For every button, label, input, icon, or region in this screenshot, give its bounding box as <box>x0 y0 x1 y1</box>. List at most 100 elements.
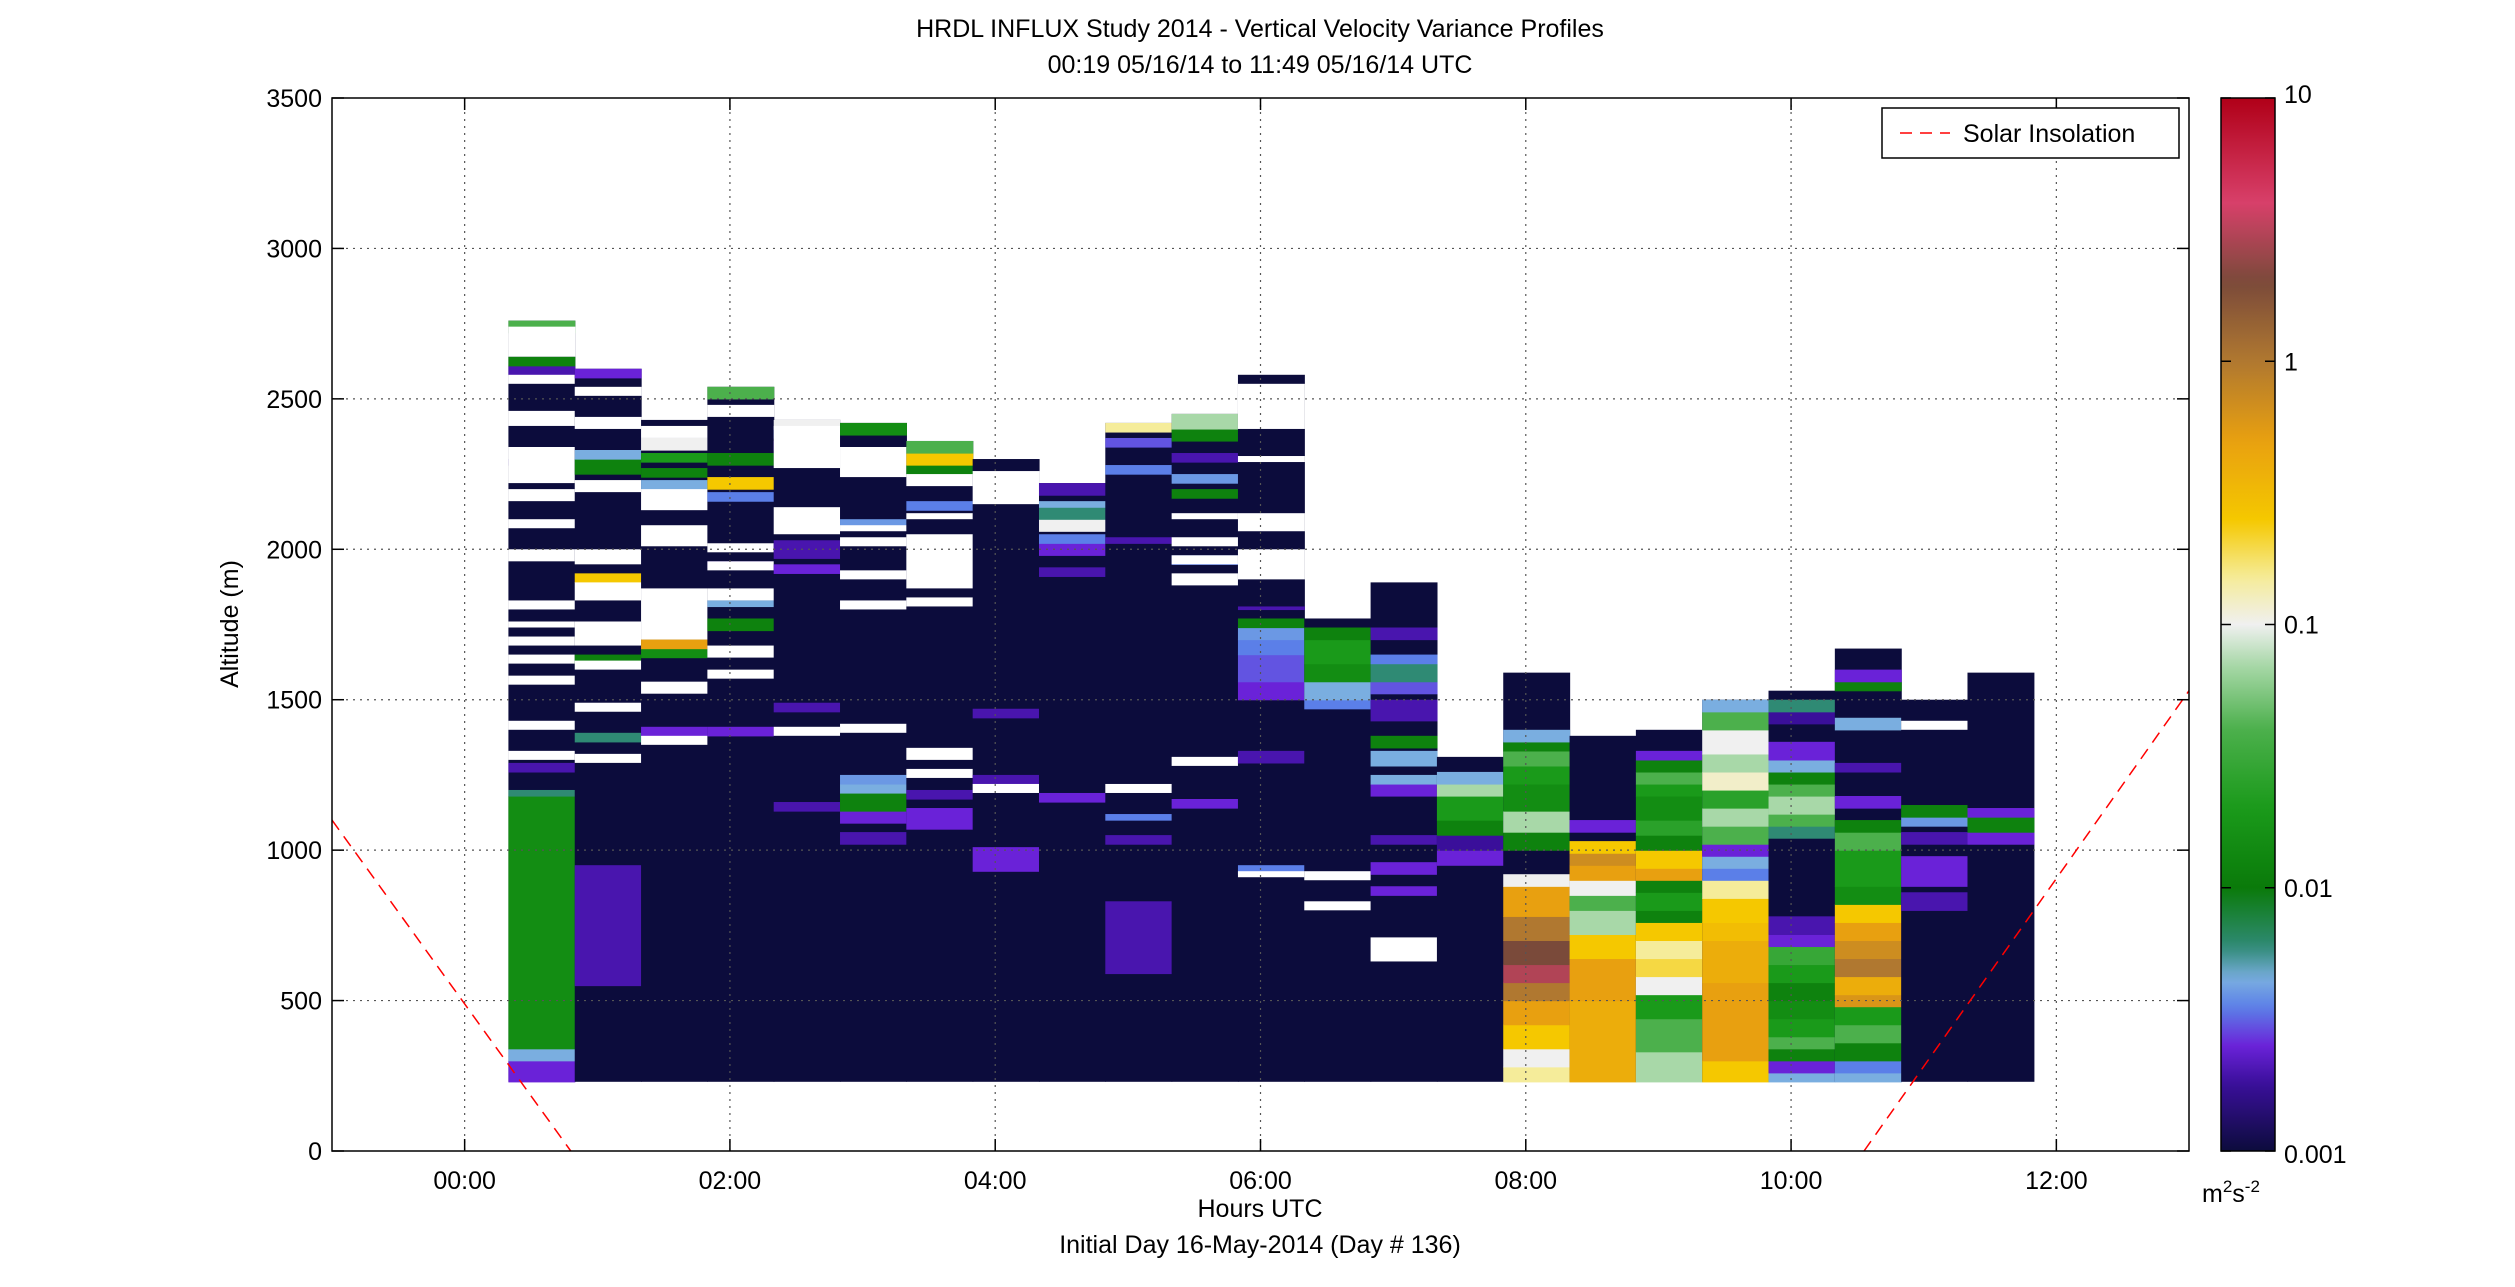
heatmap-cell <box>1635 940 1703 960</box>
heatmap-cell <box>773 540 841 559</box>
heatmap-cell <box>1569 958 1637 1002</box>
heatmap-gap <box>840 537 907 547</box>
heatmap-cell <box>1768 795 1836 815</box>
heatmap-cell <box>1702 880 1770 899</box>
heatmap-cell <box>1503 1024 1571 1050</box>
y-tick-label: 0 <box>308 1138 322 1166</box>
y-tick-label: 2500 <box>266 386 322 414</box>
heatmap-gap <box>574 386 642 396</box>
heatmap-cell <box>1105 814 1173 821</box>
heatmap-cell <box>1834 669 1902 683</box>
heatmap-cell <box>1569 1000 1637 1083</box>
heatmap-gap <box>508 621 576 628</box>
heatmap-cell <box>1834 1060 1902 1074</box>
heatmap-gap <box>641 425 708 438</box>
heatmap-cell <box>906 501 974 511</box>
heatmap-cell <box>1503 750 1571 767</box>
heatmap-cell <box>906 789 974 800</box>
heatmap-cell <box>1569 820 1637 833</box>
heatmap-cell <box>1834 1024 1902 1044</box>
heatmap-cell <box>773 802 841 812</box>
heatmap-column-7 <box>972 459 1040 1082</box>
legend: Solar Insolation <box>1881 107 2180 159</box>
heatmap-cell <box>1569 934 1637 960</box>
heatmap-cell <box>1901 832 1969 845</box>
heatmap-gap <box>1171 555 1239 565</box>
heatmap-cell <box>707 726 775 737</box>
heatmap-cell <box>1171 453 1239 463</box>
heatmap-column-21 <box>1901 699 1969 1082</box>
heatmap-gap <box>508 720 576 730</box>
heatmap-gap <box>840 723 907 733</box>
y-axis: 0 500 1000 1500 2000 2500 3000 3500 <box>266 85 2189 1166</box>
heatmap-cell <box>972 708 1040 719</box>
heatmap-cell <box>1370 699 1438 722</box>
heatmap-cell <box>641 648 708 659</box>
heatmap-cell <box>1105 465 1173 475</box>
heatmap-gap <box>1304 901 1372 911</box>
heatmap-cell <box>1768 916 1836 935</box>
heatmap-cell <box>1901 856 1969 887</box>
heatmap-cell <box>1635 976 1703 996</box>
heatmap-cell <box>1038 567 1106 577</box>
chart-subtitle: 00:19 05/16/14 to 11:49 05/16/14 UTC <box>1048 51 1473 79</box>
heatmap-cell <box>641 726 708 737</box>
heatmap-cell <box>1304 699 1372 710</box>
heatmap-cell <box>1834 1072 1902 1083</box>
heatmap-cell <box>1304 663 1372 683</box>
heatmap-gap <box>508 519 576 529</box>
heatmap-column-5 <box>840 422 907 1082</box>
heatmap-cell <box>1171 474 1239 484</box>
heatmap-gap <box>508 374 576 384</box>
heatmap-gap <box>508 446 576 484</box>
heatmap-cell <box>707 477 775 490</box>
heatmap-gap <box>1237 513 1305 532</box>
heatmap-gap <box>840 525 907 532</box>
heatmap-cell <box>1768 1048 1836 1062</box>
y-tick-label: 1000 <box>266 837 322 865</box>
x-axis-label: Hours UTC <box>1197 1195 1322 1223</box>
heatmap-cell <box>972 847 1040 872</box>
heatmap-cell <box>1702 940 1770 984</box>
heatmap-gap <box>508 600 576 610</box>
colorbar-tick-label: 0.001 <box>2284 1141 2347 1169</box>
heatmap-gap <box>707 588 775 601</box>
heatmap-cell <box>508 1060 576 1083</box>
heatmap-gap <box>641 525 708 547</box>
heatmap-cell <box>574 865 642 987</box>
heatmap-cell <box>1304 627 1372 641</box>
heatmap-cell <box>1768 1036 1836 1050</box>
heatmap-cell <box>1038 543 1106 556</box>
y-tick-label: 2000 <box>266 536 322 564</box>
heatmap-gap <box>574 549 642 565</box>
heatmap-cell <box>1834 681 1902 692</box>
heatmap-gap <box>773 726 841 736</box>
heatmap-cell <box>906 453 974 466</box>
heatmap-cell <box>1237 865 1305 875</box>
heatmap-cell <box>1038 507 1106 520</box>
heatmap-cell <box>1834 994 1902 1008</box>
heatmap-cell <box>1702 711 1770 731</box>
heatmap-gap <box>508 675 576 685</box>
heatmap-gap <box>508 326 576 357</box>
colorbar-tick-label: 1 <box>2284 348 2298 376</box>
heatmap-cell <box>1436 783 1504 797</box>
x-tick-label: 04:00 <box>964 1167 1027 1195</box>
heatmap-cell <box>840 832 907 845</box>
heatmap-cell <box>1171 489 1239 499</box>
heatmap-cell <box>1370 835 1438 845</box>
x-axis: 00:00 02:00 04:00 06:00 08:00 10:00 12:00 <box>433 98 2088 1195</box>
heatmap-cell <box>1768 771 1836 785</box>
heatmap-cell <box>773 702 841 713</box>
heatmap-cell <box>707 618 775 632</box>
heatmap-cell <box>1569 853 1637 866</box>
heatmap-cell <box>508 356 576 367</box>
x-tick-label: 08:00 <box>1495 1167 1558 1195</box>
heatmap-cell <box>1237 627 1305 641</box>
heatmap-gap <box>1171 573 1239 586</box>
heatmap-cell <box>707 492 775 502</box>
heatmap-gap <box>508 654 576 664</box>
heatmap-cell <box>1635 1018 1703 1053</box>
heatmap-cell <box>1635 750 1703 761</box>
